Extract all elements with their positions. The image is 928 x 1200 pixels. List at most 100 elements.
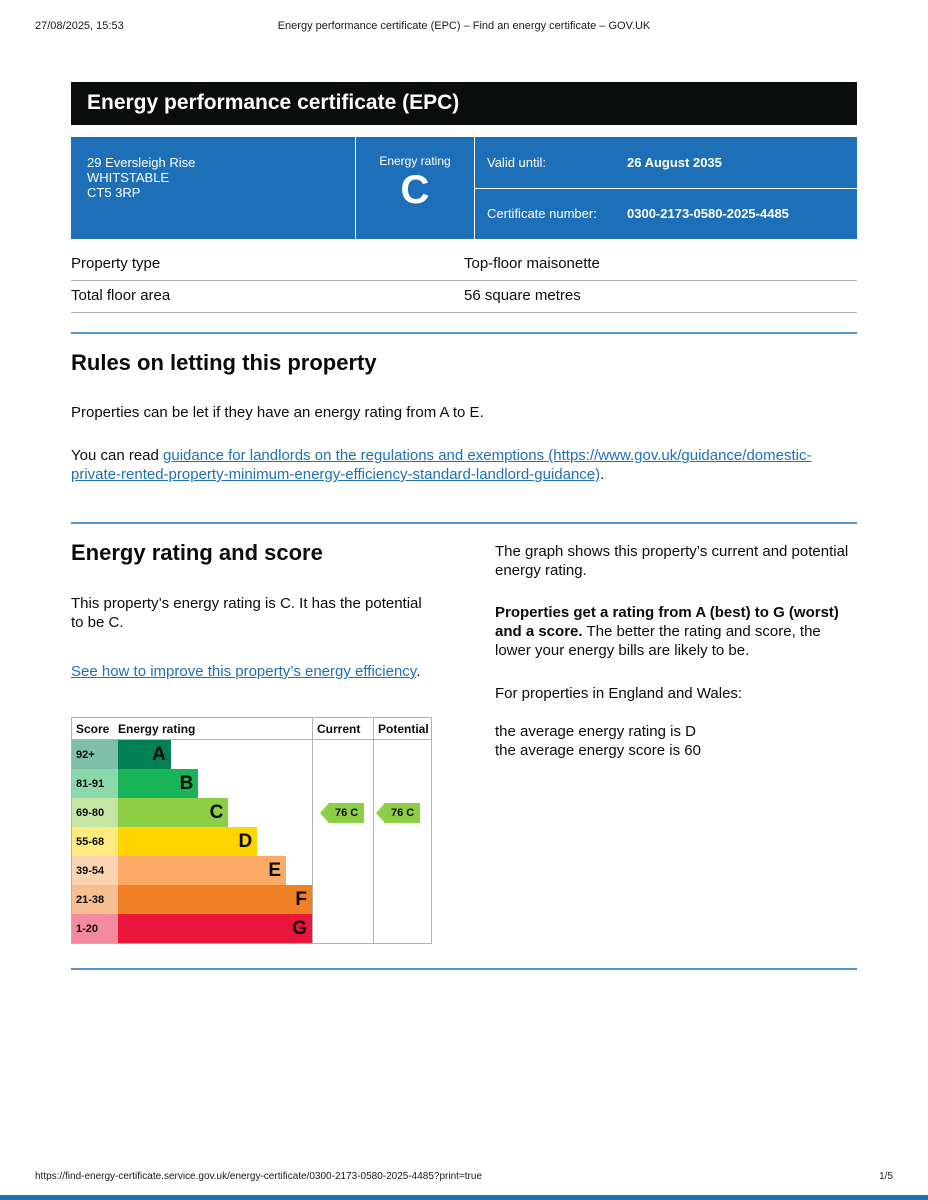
address-line-1: 29 Eversleigh Rise xyxy=(87,155,196,170)
arrow-tip-icon xyxy=(376,802,385,823)
address-line-3: CT5 3RP xyxy=(87,185,141,200)
chart-header-current: Current xyxy=(312,718,373,740)
floor-area-value: 56 square metres xyxy=(464,287,581,304)
epc-band-score: 39-54 xyxy=(72,856,118,885)
property-type-value: Top-floor maisonette xyxy=(464,255,600,272)
certificate-page: Energy performance certificate (EPC) 29 … xyxy=(71,82,857,970)
table-row: Property type Top-floor maisonette xyxy=(71,249,857,281)
average-stats: the average energy rating is D the avera… xyxy=(495,722,855,760)
average-rating-line: the average energy rating is D xyxy=(495,723,696,740)
energy-rating-cell: Energy rating C xyxy=(355,137,475,239)
arrow-tip-icon xyxy=(320,802,329,823)
chart-header-score: Score xyxy=(76,722,110,736)
epc-band-score: 1-20 xyxy=(72,914,118,943)
epc-band-bar: C xyxy=(118,798,229,827)
rating-intro: This property’s energy rating is C. It h… xyxy=(71,595,422,631)
rules-paragraph-2: You can read guidance for landlords on t… xyxy=(71,446,857,484)
epc-band-letter: B xyxy=(179,773,194,794)
landlord-guidance-link[interactable]: guidance for landlords on the regulation… xyxy=(71,447,812,483)
print-footer-url: https://find-energy-certificate.service.… xyxy=(35,1171,483,1182)
rating-explanation: Properties get a rating from A (best) to… xyxy=(495,603,855,660)
print-page-title: Energy performance certificate (EPC) – F… xyxy=(277,20,651,32)
epc-band-score: 69-80 xyxy=(72,798,118,827)
energy-rating-label: Energy rating xyxy=(379,154,451,168)
epc-band-letter: A xyxy=(152,744,166,765)
rules-p2-suffix: . xyxy=(600,466,605,483)
rating-left-column: Energy rating and score This property’s … xyxy=(71,540,432,944)
banner-title: Energy performance certificate (EPC) xyxy=(87,91,460,114)
floor-area-label: Total floor area xyxy=(71,287,171,304)
chart-header-left: Score Energy rating xyxy=(72,718,312,740)
valid-until-row: Valid until: 26 August 2035 xyxy=(475,137,857,189)
improve-efficiency-link[interactable]: See how to improve this property’s energ… xyxy=(71,663,417,680)
certificate-number-label: Certificate number: xyxy=(487,206,597,222)
potential-rating-tag-label: 76 C xyxy=(391,806,415,819)
epc-band-row-f: 21-38 F xyxy=(72,885,312,914)
property-address: 29 Eversleigh Rise WHITSTABLE CT5 3RP xyxy=(71,137,355,239)
epc-band-letter: F xyxy=(295,889,307,910)
certificate-number-row: Certificate number: 0300-2173-0580-2025-… xyxy=(475,189,857,240)
valid-until-value: 26 August 2035 xyxy=(627,154,722,170)
rules-heading: Rules on letting this property xyxy=(71,350,377,375)
epc-band-letter: G xyxy=(292,918,307,939)
improve-suffix: . xyxy=(416,663,421,680)
england-wales-intro: For properties in England and Wales: xyxy=(495,685,743,702)
property-details-table: Property type Top-floor maisonette Total… xyxy=(71,249,857,313)
epc-band-letter: C xyxy=(209,802,224,823)
epc-band-bar: D xyxy=(118,827,258,856)
epc-bands: 92+ A 81-91 B 69-80 C 55-68 D 39-54 E 21-38 F 1-20 G xyxy=(72,740,312,943)
epc-band-bar: F xyxy=(118,885,312,914)
epc-band-row-e: 39-54 E xyxy=(72,856,312,885)
property-type-label: Property type xyxy=(71,255,161,272)
potential-rating-tag: 76 C xyxy=(376,802,421,823)
chart-header-potential: Potential xyxy=(373,718,431,740)
epc-band-bar: B xyxy=(118,769,199,798)
rating-section: Energy rating and score This property’s … xyxy=(71,540,857,944)
section-divider xyxy=(71,522,857,524)
epc-band-bar: G xyxy=(118,914,312,943)
rating-explanation-rest: The better the rating and score, the low… xyxy=(495,623,821,659)
rules-paragraph-1: Properties can be let if they have an en… xyxy=(71,404,484,421)
current-rating-tag-label: 76 C xyxy=(335,806,359,819)
average-score-line: the average energy score is 60 xyxy=(495,742,701,759)
graph-description: The graph shows this property’s current … xyxy=(495,543,849,579)
table-row: Total floor area 56 square metres xyxy=(71,281,857,313)
rules-p2-prefix: You can read xyxy=(71,447,164,464)
epc-band-row-c: 69-80 C xyxy=(72,798,312,827)
rules-section: Rules on letting this property Propertie… xyxy=(71,350,857,484)
epc-band-row-g: 1-20 G xyxy=(72,914,312,943)
section-divider xyxy=(71,332,857,334)
epc-band-letter: E xyxy=(268,860,281,881)
epc-band-bar: A xyxy=(118,740,171,769)
rating-heading: Energy rating and score xyxy=(71,540,323,565)
energy-rating-letter: C xyxy=(400,168,430,212)
current-rating-column: 76 C xyxy=(312,740,373,943)
epc-rating-chart: Score Energy rating Current Potential 92… xyxy=(71,717,432,944)
section-divider xyxy=(71,968,857,970)
epc-band-letter: D xyxy=(238,831,253,852)
epc-band-score: 81-91 xyxy=(72,769,118,798)
address-line-2: WHITSTABLE xyxy=(87,170,170,185)
epc-band-score: 92+ xyxy=(72,740,118,769)
rating-explanation-bold: Properties get a rating from A (best) to… xyxy=(495,604,839,640)
certificate-summary-box: 29 Eversleigh Rise WHITSTABLE CT5 3RP En… xyxy=(71,137,857,239)
epc-band-score: 55-68 xyxy=(72,827,118,856)
epc-band-row-d: 55-68 D xyxy=(72,827,312,856)
epc-band-row-b: 81-91 B xyxy=(72,769,312,798)
rating-right-column: The graph shows this property’s current … xyxy=(495,540,855,944)
epc-band-bar: E xyxy=(118,856,286,885)
certificate-banner: Energy performance certificate (EPC) xyxy=(71,82,857,125)
next-page-blue-bar xyxy=(0,1195,928,1200)
certificate-meta: Valid until: 26 August 2035 Certificate … xyxy=(475,137,857,239)
epc-band-score: 21-38 xyxy=(72,885,118,914)
print-footer-page-number: 1/5 xyxy=(879,1171,893,1182)
print-footer: https://find-energy-certificate.service.… xyxy=(35,1171,893,1182)
potential-rating-column: 76 C xyxy=(373,740,431,943)
certificate-number-value: 0300-2173-0580-2025-4485 xyxy=(627,206,789,222)
current-rating-tag: 76 C xyxy=(320,802,365,823)
epc-band-row-a: 92+ A xyxy=(72,740,312,769)
valid-until-label: Valid until: xyxy=(487,154,547,170)
print-datetime: 27/08/2025, 15:53 xyxy=(35,20,124,32)
chart-header-rating: Energy rating xyxy=(118,722,196,736)
improve-paragraph: See how to improve this property’s energ… xyxy=(71,662,431,681)
